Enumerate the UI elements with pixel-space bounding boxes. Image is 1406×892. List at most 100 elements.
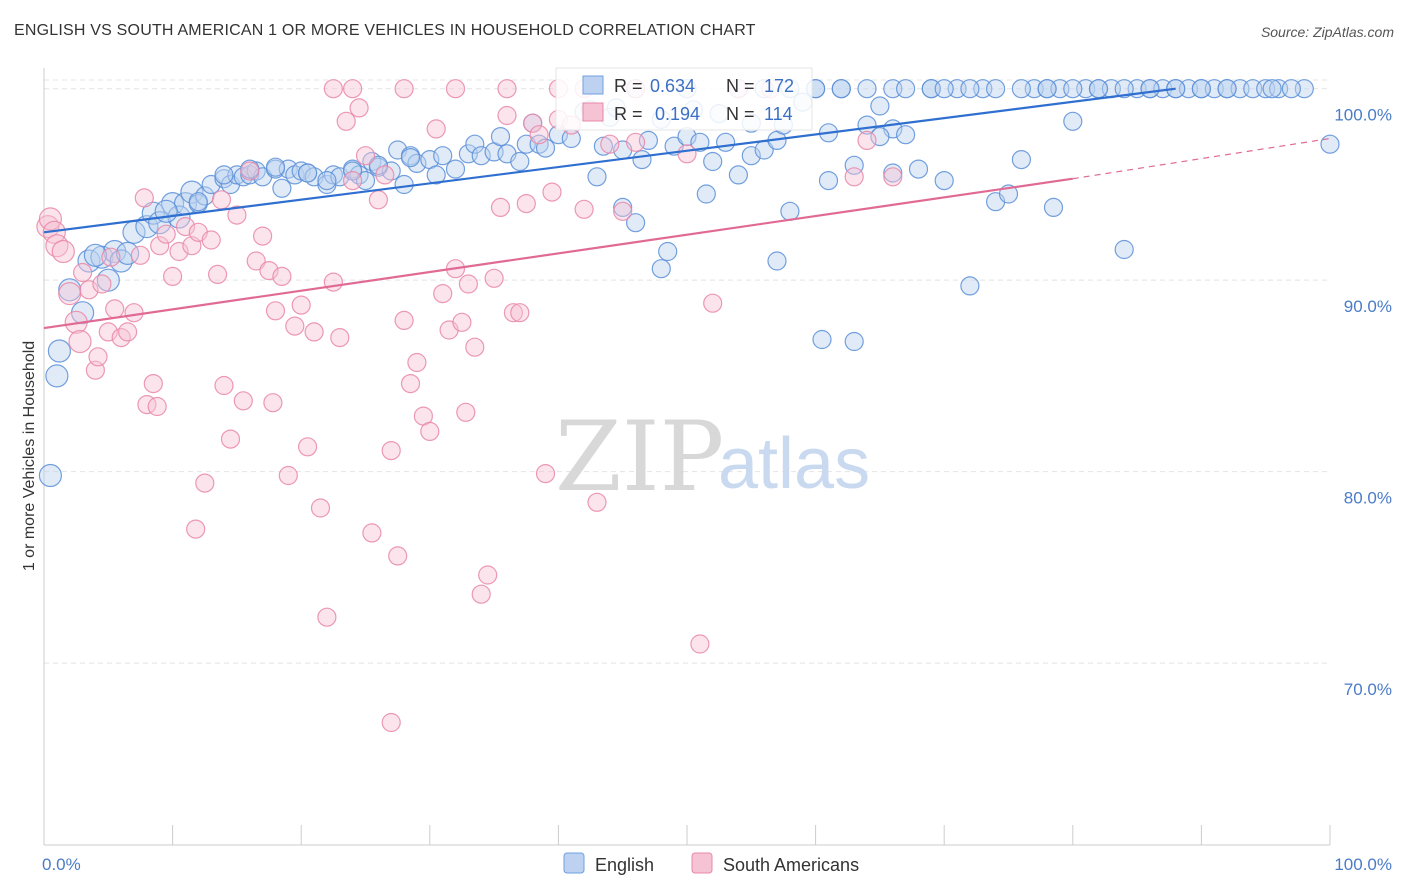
south-american-point-58 bbox=[349, 98, 369, 118]
english-point-105 bbox=[1043, 197, 1064, 217]
english-point-56 bbox=[490, 127, 511, 147]
english-point-1 bbox=[45, 364, 69, 388]
south-american-point-105 bbox=[381, 712, 401, 733]
english-point-53 bbox=[465, 134, 485, 154]
south-american-point-20 bbox=[134, 188, 154, 208]
south-american-point-46 bbox=[272, 266, 292, 286]
south-american-point-5 bbox=[58, 282, 82, 306]
south-american-point-39 bbox=[233, 391, 253, 411]
south-american-point-96 bbox=[625, 132, 646, 152]
south-american-points bbox=[36, 79, 903, 733]
chart-title: ENGLISH VS SOUTH AMERICAN 1 OR MORE VEHI… bbox=[14, 22, 756, 39]
y-tick-label-2: 90.0% bbox=[1344, 297, 1392, 316]
south-american-point-98 bbox=[690, 634, 710, 654]
y-axis-title: 1 or more Vehicles in Household bbox=[21, 341, 38, 571]
south-american-point-12 bbox=[92, 274, 112, 294]
english-point-170 bbox=[214, 165, 234, 185]
english-point-125 bbox=[1320, 134, 1340, 154]
english-point-93 bbox=[895, 125, 916, 145]
english-point-17 bbox=[180, 180, 204, 204]
south-american-point-52 bbox=[310, 498, 331, 518]
x-tick-labels: 0.0% 100.0% bbox=[42, 855, 1392, 874]
legend-r-label-2: R = bbox=[614, 104, 643, 124]
south-american-point-59 bbox=[355, 146, 376, 166]
south-american-point-8 bbox=[72, 262, 93, 283]
south-american-point-69 bbox=[420, 421, 440, 441]
english-point-58 bbox=[510, 151, 530, 172]
legend-n-label-2: N = bbox=[726, 104, 755, 124]
english-point-73 bbox=[651, 259, 671, 279]
english-point-168 bbox=[154, 199, 178, 223]
south-american-point-77 bbox=[465, 337, 485, 357]
english-point-87 bbox=[818, 171, 839, 191]
english-point-126 bbox=[812, 329, 832, 350]
english-point-172 bbox=[265, 157, 286, 177]
bottom-legend-english: English bbox=[595, 855, 654, 875]
south-american-point-14 bbox=[101, 247, 121, 267]
english-point-173 bbox=[298, 163, 318, 183]
english-point-96 bbox=[934, 171, 954, 191]
south-american-point-103 bbox=[883, 167, 903, 187]
english-point-85 bbox=[780, 201, 800, 221]
south-american-point-108 bbox=[394, 79, 414, 99]
south-american-point-37 bbox=[220, 429, 241, 449]
y-tick-label-0: 70.0% bbox=[1344, 680, 1392, 699]
english-point-176 bbox=[368, 155, 388, 175]
south-american-trend-extension bbox=[1072, 137, 1331, 180]
south-american-point-101 bbox=[844, 167, 864, 187]
english-point-137 bbox=[857, 79, 877, 99]
south-american-point-51 bbox=[304, 322, 324, 342]
south-american-point-41 bbox=[246, 251, 266, 271]
legend-r-south-american: 0.194 bbox=[655, 104, 700, 124]
south-american-point-17 bbox=[117, 322, 138, 342]
bottom-legend-south-american: South Americans bbox=[723, 855, 859, 875]
english-point-91 bbox=[870, 96, 890, 116]
english-point-9 bbox=[109, 249, 133, 273]
south-american-point-89 bbox=[542, 182, 562, 202]
english-point-127 bbox=[767, 251, 787, 271]
south-american-point-45 bbox=[265, 301, 286, 321]
english-point-79 bbox=[703, 151, 723, 172]
south-american-point-15 bbox=[105, 299, 125, 319]
south-american-point-107 bbox=[343, 79, 363, 99]
trend-lines bbox=[43, 87, 1331, 330]
english-point-146 bbox=[1063, 79, 1083, 99]
south-american-point-1 bbox=[38, 207, 63, 231]
south-american-point-71 bbox=[433, 284, 453, 304]
english-point-148 bbox=[1114, 79, 1134, 99]
english-point-107 bbox=[1063, 111, 1083, 131]
stats-legend: R = 0.634 N = 172 R = 0.194 N = 114 bbox=[555, 67, 813, 131]
south-american-point-66 bbox=[400, 374, 421, 394]
south-american-point-97 bbox=[677, 144, 697, 164]
south-american-point-87 bbox=[529, 125, 549, 145]
series-legend: English South Americans bbox=[563, 852, 859, 875]
english-point-49 bbox=[426, 165, 446, 185]
english-point-14 bbox=[161, 192, 185, 216]
south-american-point-84 bbox=[510, 303, 530, 323]
english-point-139 bbox=[895, 79, 916, 99]
south-american-point-22 bbox=[143, 374, 163, 394]
south-american-point-61 bbox=[368, 190, 388, 210]
source-label: Source: ZipAtlas.com bbox=[1260, 24, 1394, 40]
legend-n-label: N = bbox=[726, 76, 755, 96]
south-american-point-79 bbox=[478, 565, 498, 585]
legend-r-label: R = bbox=[614, 76, 643, 96]
south-american-point-47 bbox=[278, 465, 298, 486]
english-point-11 bbox=[135, 215, 159, 239]
south-american-trend-line bbox=[43, 177, 1073, 330]
south-american-point-82 bbox=[497, 105, 517, 126]
english-point-152 bbox=[1217, 79, 1237, 99]
south-american-point-25 bbox=[156, 224, 176, 244]
south-american-point-88 bbox=[535, 464, 556, 484]
south-american-point-54 bbox=[323, 272, 343, 292]
south-american-point-7 bbox=[68, 329, 92, 354]
south-american-point-109 bbox=[445, 79, 466, 99]
english-point-102 bbox=[1011, 150, 1032, 170]
south-american-point-102 bbox=[857, 130, 877, 150]
south-american-point-85 bbox=[516, 194, 536, 214]
south-american-point-65 bbox=[394, 310, 414, 330]
south-american-point-110 bbox=[497, 79, 517, 99]
english-point-141 bbox=[934, 79, 954, 99]
english-point-144 bbox=[1011, 79, 1032, 99]
south-american-point-62 bbox=[375, 165, 395, 185]
